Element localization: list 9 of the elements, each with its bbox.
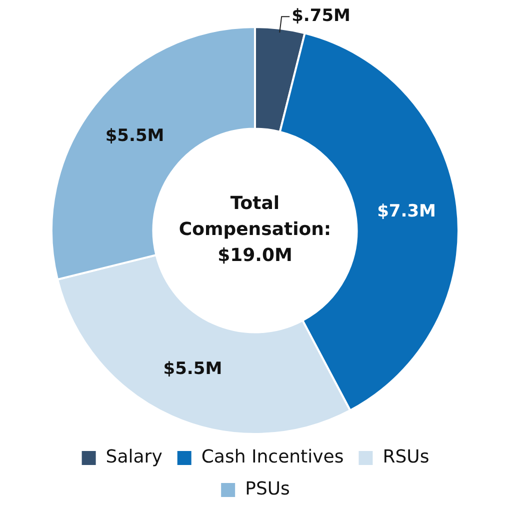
data-label: $7.3M	[377, 202, 436, 222]
data-label: $5.5M	[163, 359, 222, 380]
text: Total Compensation: $19.0M	[178, 193, 332, 266]
legend-label: Cash Incentives	[201, 446, 344, 468]
data-label: $5.5M	[105, 126, 164, 146]
legend-label: PSUs	[245, 478, 290, 500]
data-label: $.75M	[292, 6, 350, 26]
legend-label: RSUs	[382, 446, 430, 468]
legend-label: Salary	[106, 446, 163, 468]
